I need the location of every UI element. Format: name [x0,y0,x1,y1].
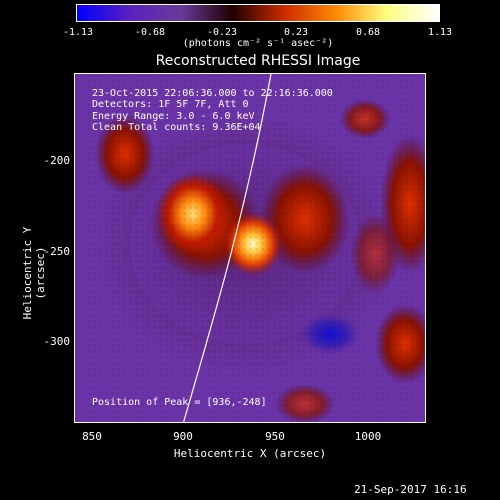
y-tick-label: -300 [43,335,71,348]
x-tick-label: 950 [265,430,285,443]
x-tick-label: 850 [82,430,102,443]
x-axis-label: Heliocentric X (arcsec) [173,447,327,460]
image-plot-area [74,73,426,423]
colorbar-tick: -1.13 [62,27,94,38]
y-tick-label: -250 [43,245,71,258]
plot-title: Reconstructed RHESSI Image [155,53,361,69]
y-axis-label: Heliocentric Y (arcsec) [21,226,47,320]
info-time-range: 23-Oct-2015 22:06:36.000 to 22:16:36.000 [92,88,333,99]
colorbar-tick: 1.13 [427,27,453,38]
solar-image [75,74,425,422]
info-counts: Clean Total counts: 9.36E+04 [92,122,261,133]
x-tick-label: 1000 [354,430,382,443]
colorbar [76,4,440,22]
colorbar-tick: -0.23 [206,27,238,38]
colorbar-tick: -0.68 [134,27,166,38]
info-energy-range: Energy Range: 3.0 - 6.0 keV [92,111,255,122]
timestamp: 21-Sep-2017 16:16 [354,483,467,496]
peak-position: Position of Peak = [936,-248] [92,397,267,408]
colorbar-tick: 0.68 [355,27,381,38]
y-tick-label: -200 [43,154,71,167]
colorbar-unit: (photons cm⁻² s⁻¹ asec⁻²) [182,38,334,49]
x-tick-label: 900 [173,430,193,443]
colorbar-tick: 0.23 [283,27,309,38]
info-detectors: Detectors: 1F 5F 7F, Att 0 [92,99,249,110]
